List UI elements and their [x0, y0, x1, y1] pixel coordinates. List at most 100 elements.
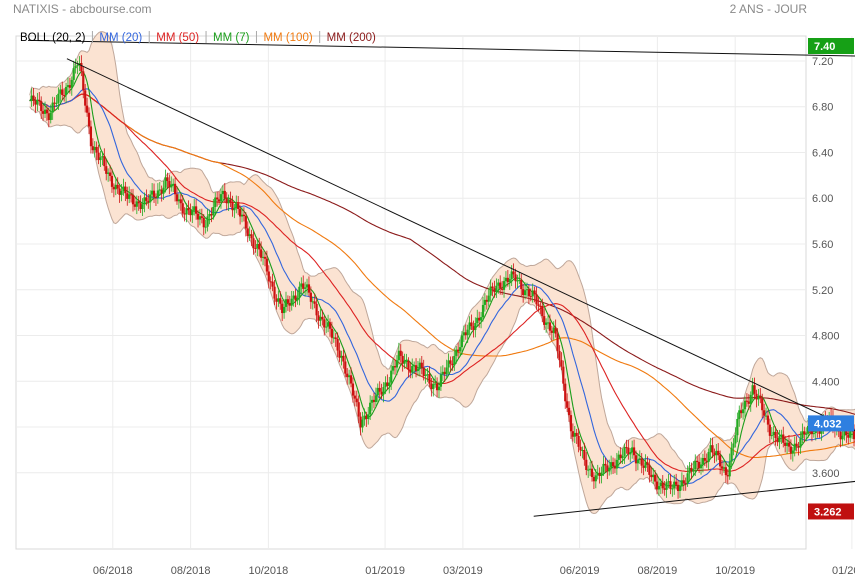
candle-body	[713, 452, 716, 456]
candle-body	[120, 190, 123, 195]
candle-body	[409, 369, 412, 373]
x-tick-label: 10/2019	[715, 565, 755, 577]
candle-body	[728, 461, 731, 477]
candle-body	[481, 304, 485, 318]
candle-body	[214, 197, 217, 207]
candle-body	[510, 271, 513, 280]
candle-body	[143, 197, 146, 205]
candle-body	[646, 462, 649, 465]
y-tick-label: 5.20	[812, 285, 833, 297]
candle-body	[290, 298, 293, 306]
candle-body	[753, 385, 756, 394]
candle-body	[154, 196, 158, 198]
candle-body	[684, 483, 687, 485]
candle-body	[51, 102, 54, 113]
candle-body	[516, 280, 519, 282]
candle-body	[606, 465, 609, 472]
candle-body	[353, 395, 356, 399]
candle-body	[619, 454, 622, 459]
candle-body	[525, 289, 529, 291]
y-tick-label: 6.00	[812, 193, 833, 205]
candle-body	[554, 327, 557, 334]
candle-body	[803, 431, 806, 435]
candle-body	[91, 146, 94, 151]
candle-body	[206, 216, 209, 227]
candle-body	[216, 197, 219, 200]
candle-body	[812, 433, 815, 435]
candle-body	[705, 460, 708, 462]
candle-body	[86, 105, 89, 113]
candle-body	[204, 226, 207, 228]
candle-body	[187, 208, 190, 211]
candle-body	[667, 481, 670, 483]
candle-body	[422, 367, 425, 376]
candle-body	[585, 459, 588, 470]
candle-body	[665, 482, 668, 490]
candle-body	[348, 375, 351, 378]
candle-body	[351, 383, 355, 396]
candle-body	[435, 383, 439, 391]
candle-body	[152, 190, 156, 197]
candle-body	[55, 102, 58, 104]
candle-body	[755, 393, 758, 400]
candle-body	[376, 387, 379, 396]
candle-body	[319, 316, 322, 321]
candle-body	[763, 410, 766, 416]
trendlines	[27, 39, 855, 517]
candle-body	[541, 305, 544, 317]
candle-body	[617, 454, 620, 460]
candle-body	[367, 414, 370, 419]
candle-body	[491, 286, 494, 289]
candle-body	[359, 416, 362, 428]
candle-body	[523, 290, 527, 296]
candle-body	[659, 482, 662, 487]
y-tick-label: 6.80	[812, 102, 833, 114]
candle-body	[596, 472, 599, 476]
candle-body	[443, 371, 446, 375]
candle-body	[281, 303, 284, 314]
candle-body	[286, 299, 290, 303]
mm100-line	[29, 93, 855, 459]
candle-body	[598, 472, 601, 476]
candle-body	[254, 248, 257, 250]
candle-body	[654, 474, 657, 482]
candle-body	[675, 481, 678, 485]
candle-body	[139, 203, 142, 210]
price-badge-label: 4.032	[814, 418, 842, 430]
candle-body	[678, 486, 682, 491]
candle-body	[613, 466, 617, 469]
candle-body	[694, 460, 697, 470]
candle-body	[219, 194, 223, 202]
candle-body	[229, 199, 232, 203]
candle-body	[550, 330, 553, 333]
candle-body	[325, 326, 328, 328]
candle-body	[652, 474, 655, 478]
candle-body	[107, 172, 110, 174]
candle-body	[189, 210, 192, 216]
candle-body	[466, 329, 469, 336]
candle-body	[250, 234, 253, 239]
candle-body	[671, 488, 674, 490]
candle-body	[569, 415, 573, 432]
candle-body	[479, 317, 483, 321]
candle-body	[118, 188, 121, 195]
price-badge-last	[808, 415, 854, 432]
candle-body	[799, 438, 802, 448]
candle-body	[564, 383, 567, 402]
candle-body	[151, 190, 154, 195]
candle-body	[191, 210, 194, 216]
candle-body	[124, 186, 127, 194]
candle-body	[99, 157, 102, 161]
candle-body	[173, 183, 177, 195]
candle-body	[673, 481, 676, 489]
candle-body	[386, 382, 389, 386]
x-tick-label: 01/2019	[365, 565, 405, 577]
candle-body	[393, 366, 397, 368]
legend-item: MM (50)	[156, 32, 199, 44]
candle-body	[676, 484, 680, 491]
price-badges: 7.40 4.032 3.262	[808, 38, 854, 520]
candle-body	[307, 284, 311, 293]
y-tick-label: 3.600	[812, 468, 840, 480]
chart-title: NATIXIS - abcbourse.com	[13, 2, 152, 16]
candle-body	[785, 442, 789, 446]
